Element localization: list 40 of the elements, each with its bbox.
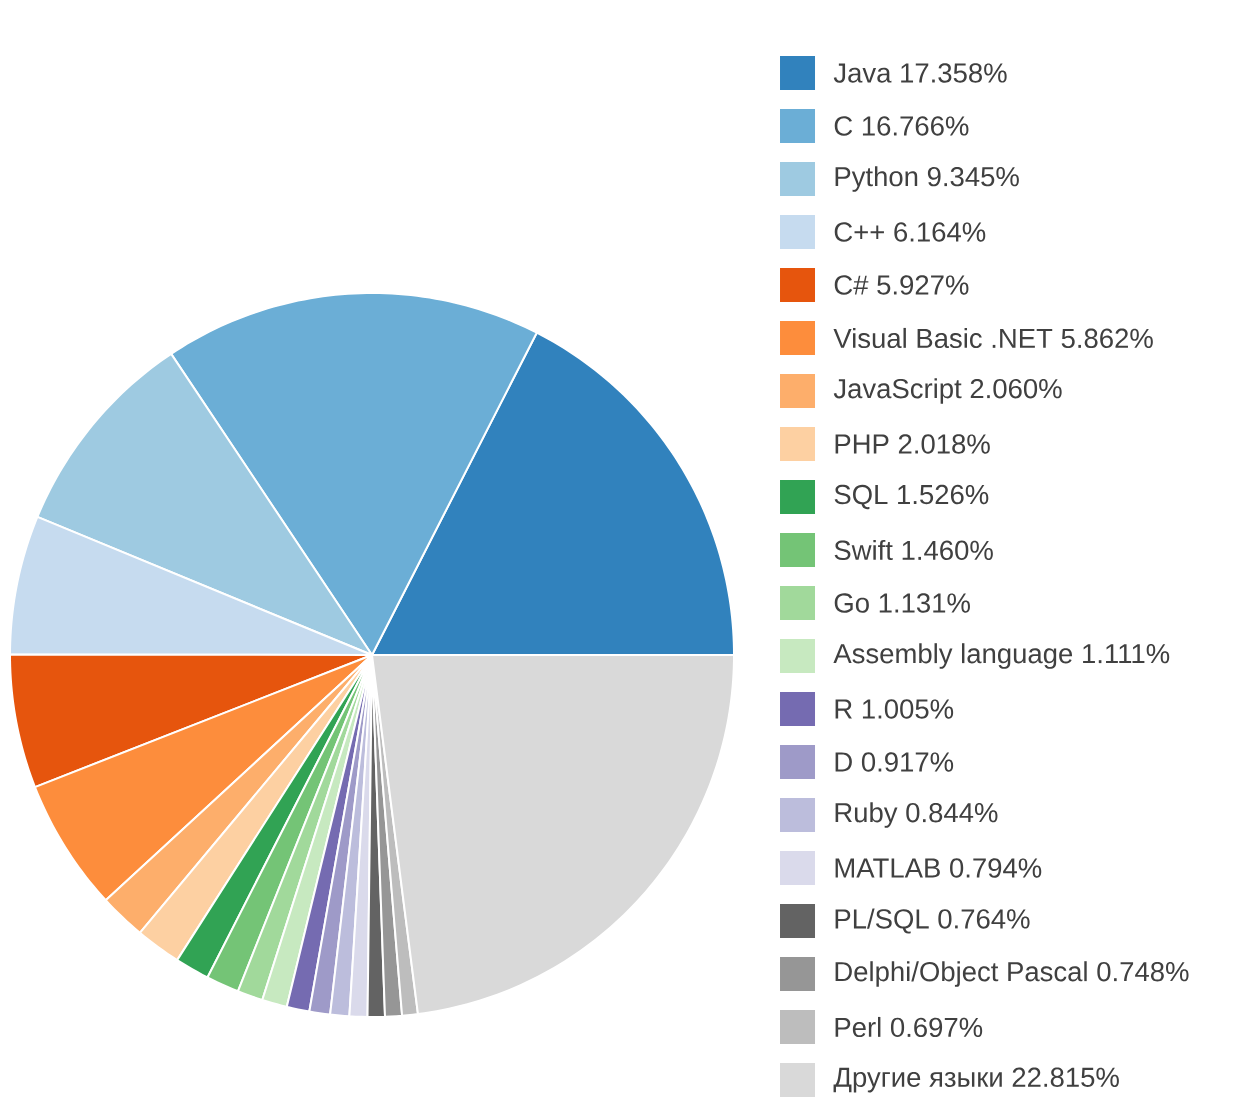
legend-label: Delphi/Object Pascal [835,961,1087,987]
legend-label: JavaScript [833,378,962,404]
legend-label: Go [834,593,869,613]
data-label: 17.358% [901,63,1007,83]
data-label: 0.764% [938,909,1030,929]
legend-label: Perl [835,1016,881,1038]
legend-label: Ruby [835,802,898,828]
data-label: 5.862% [1061,328,1153,349]
data-label: 0.697% [890,1017,983,1038]
data-label: 2.060% [970,378,1062,399]
legend-label: MATLAB [835,858,940,878]
legend-label: PHP [835,434,889,454]
data-label: 2.018% [898,434,990,454]
data-label: 16.766% [862,116,969,136]
data-label: 1.131% [879,593,970,613]
legend-label: PL/SQL [835,908,929,934]
legend-label: Swift [834,539,893,561]
data-label: 1.005% [862,699,954,719]
data-label: 0.794% [950,858,1042,878]
data-label: 1.111% [1083,644,1170,664]
data-label: 1.526% [898,484,989,505]
legend-label: Visual Basic .NET [833,327,1053,349]
legend-label: C [834,116,853,136]
legend-label: Assembly language [833,643,1073,669]
legend-label: C++ [834,222,884,242]
legend-label: R [835,699,852,719]
data-label: 22.815% [1012,1067,1119,1088]
data-label: 6.164% [894,222,986,242]
legend-label: Python [835,166,918,192]
data-label: 9.345% [927,166,1019,187]
legend-label: SQL [834,484,888,510]
data-label: 1.460% [902,540,993,561]
data-label: 0.748% [1097,961,1189,982]
data-label: 0.844% [906,802,998,823]
legend-label: C# [834,275,869,295]
legend-label: Другие языки [833,1067,1002,1093]
legend-label: Java [833,63,892,83]
legend-label: D [835,752,852,772]
data-label: 5.927% [877,275,969,295]
data-label: 0.917% [861,752,954,772]
